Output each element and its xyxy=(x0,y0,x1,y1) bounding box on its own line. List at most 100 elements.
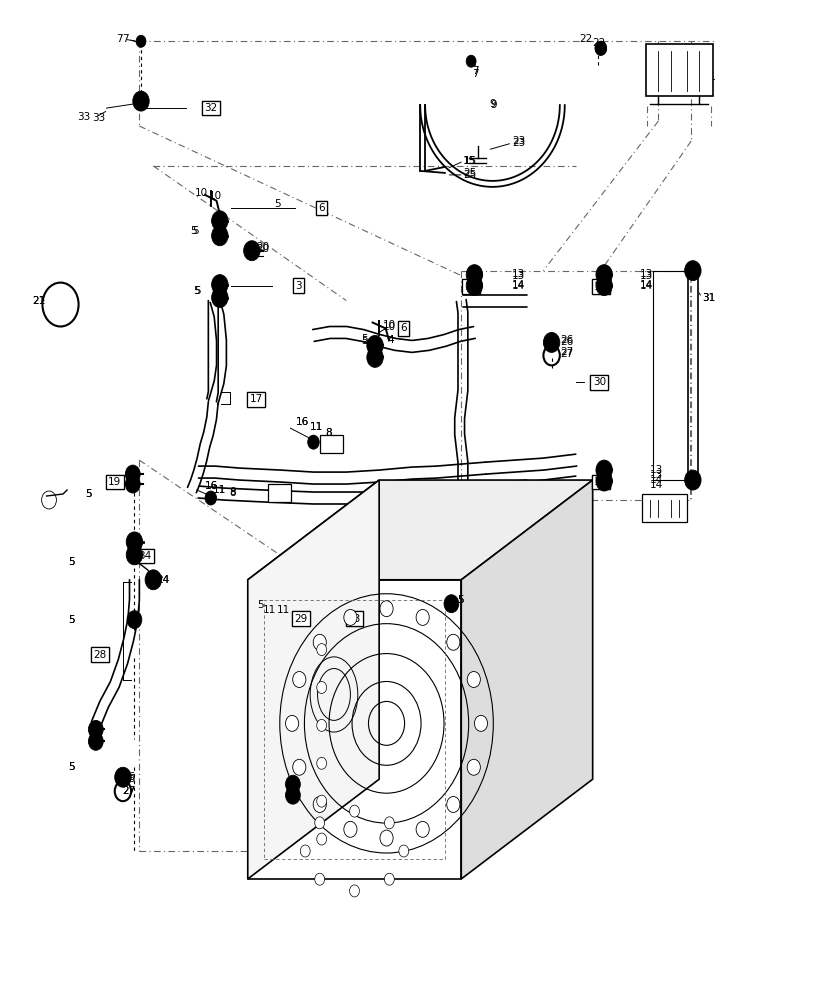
Text: 13: 13 xyxy=(513,271,526,281)
Circle shape xyxy=(416,609,429,625)
Circle shape xyxy=(385,817,394,829)
Circle shape xyxy=(596,265,612,285)
Text: 6: 6 xyxy=(318,203,325,213)
Circle shape xyxy=(307,435,319,449)
Circle shape xyxy=(286,775,300,793)
Circle shape xyxy=(286,786,300,804)
Circle shape xyxy=(380,601,393,617)
Circle shape xyxy=(416,821,429,837)
Text: 4: 4 xyxy=(387,335,394,345)
Text: 14: 14 xyxy=(640,280,653,290)
Text: 33: 33 xyxy=(91,113,105,123)
Circle shape xyxy=(212,288,228,308)
Circle shape xyxy=(367,335,383,355)
Circle shape xyxy=(466,265,483,285)
Polygon shape xyxy=(248,480,592,580)
Text: 22: 22 xyxy=(579,34,592,44)
Text: 5: 5 xyxy=(190,226,197,236)
Circle shape xyxy=(349,885,359,897)
Text: 5: 5 xyxy=(274,199,281,209)
Text: 4: 4 xyxy=(219,281,226,291)
Circle shape xyxy=(115,767,131,787)
Text: 11: 11 xyxy=(309,422,323,432)
Text: 10: 10 xyxy=(195,188,208,198)
Circle shape xyxy=(127,611,142,629)
Text: 5: 5 xyxy=(129,469,135,479)
Text: 20: 20 xyxy=(256,244,269,254)
Text: 12: 12 xyxy=(594,477,607,487)
Circle shape xyxy=(685,261,701,281)
Circle shape xyxy=(125,475,140,493)
Text: 5: 5 xyxy=(192,226,199,236)
Circle shape xyxy=(399,845,409,857)
Text: 7: 7 xyxy=(472,66,479,76)
Text: 26: 26 xyxy=(559,335,573,345)
Text: 8: 8 xyxy=(229,488,236,498)
Circle shape xyxy=(126,545,143,565)
Text: 2: 2 xyxy=(279,485,286,495)
Circle shape xyxy=(126,532,143,552)
Text: 8: 8 xyxy=(325,428,331,438)
Text: 28: 28 xyxy=(93,650,106,660)
Text: 11: 11 xyxy=(263,605,277,615)
Text: 13: 13 xyxy=(640,269,653,279)
Circle shape xyxy=(385,873,394,885)
Text: 1: 1 xyxy=(709,72,716,82)
Text: 7: 7 xyxy=(116,34,123,44)
Text: 2: 2 xyxy=(332,439,339,449)
Text: 27: 27 xyxy=(559,347,573,357)
Text: 5: 5 xyxy=(68,762,75,772)
Text: 29: 29 xyxy=(294,614,307,624)
Text: 11: 11 xyxy=(277,605,290,615)
Text: 13: 13 xyxy=(513,269,526,279)
Circle shape xyxy=(444,595,459,613)
Text: 19: 19 xyxy=(108,477,121,487)
Text: 5: 5 xyxy=(85,489,91,499)
Text: 15: 15 xyxy=(464,156,477,166)
Text: 27: 27 xyxy=(122,786,135,796)
Circle shape xyxy=(595,41,606,55)
Text: 5: 5 xyxy=(361,336,368,346)
Circle shape xyxy=(315,817,325,829)
Text: 16: 16 xyxy=(295,417,309,427)
Text: 21: 21 xyxy=(33,296,46,306)
Text: 5: 5 xyxy=(194,286,200,296)
Text: 18: 18 xyxy=(348,614,361,624)
Text: 7: 7 xyxy=(472,69,479,79)
Text: 30: 30 xyxy=(592,377,606,387)
Text: 11: 11 xyxy=(309,422,323,432)
Circle shape xyxy=(316,757,326,769)
Text: 33: 33 xyxy=(77,112,90,122)
Text: 25: 25 xyxy=(463,168,476,178)
Text: 30: 30 xyxy=(592,377,606,387)
Text: 5: 5 xyxy=(85,489,91,499)
Circle shape xyxy=(300,845,310,857)
Circle shape xyxy=(543,332,559,352)
Text: 14: 14 xyxy=(640,281,653,291)
Text: 14: 14 xyxy=(650,480,663,490)
Circle shape xyxy=(244,241,260,261)
Text: 12: 12 xyxy=(594,282,607,292)
Circle shape xyxy=(595,41,606,55)
Circle shape xyxy=(466,276,483,296)
Circle shape xyxy=(367,347,383,367)
Circle shape xyxy=(286,715,298,731)
Circle shape xyxy=(447,796,460,812)
Text: 17: 17 xyxy=(250,394,263,404)
Text: 11: 11 xyxy=(213,485,226,495)
Text: 34: 34 xyxy=(138,551,152,561)
Text: 23: 23 xyxy=(513,138,526,148)
Circle shape xyxy=(475,715,488,731)
Text: 31: 31 xyxy=(702,293,715,303)
Circle shape xyxy=(315,873,325,885)
Text: 29: 29 xyxy=(294,614,307,624)
Text: 5: 5 xyxy=(68,762,75,772)
Text: 25: 25 xyxy=(464,170,477,180)
Text: 6: 6 xyxy=(318,203,325,213)
Circle shape xyxy=(316,644,326,656)
Text: 26: 26 xyxy=(122,774,135,784)
Text: 16: 16 xyxy=(205,481,218,491)
Circle shape xyxy=(467,759,480,775)
Text: 10: 10 xyxy=(208,191,222,201)
Text: 27: 27 xyxy=(122,786,135,796)
